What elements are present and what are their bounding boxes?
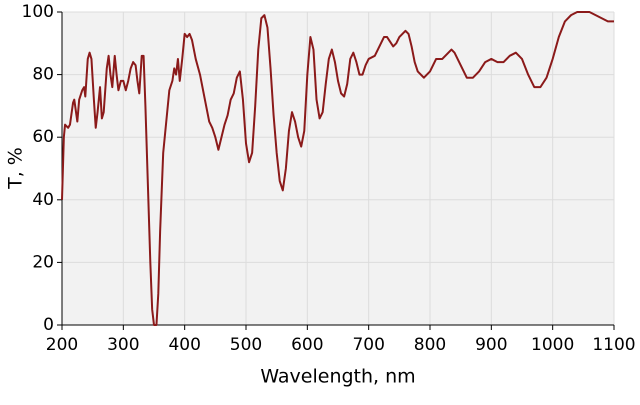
- x-axis-label: Wavelength, nm: [260, 366, 415, 388]
- y-tick-label: 20: [32, 252, 54, 272]
- y-tick-label: 100: [22, 2, 54, 22]
- x-tick-label: 600: [291, 335, 323, 355]
- x-tick-label: 1000: [531, 335, 574, 355]
- x-tick-label: 200: [46, 335, 78, 355]
- x-tick-label: 700: [352, 335, 384, 355]
- y-tick-label: 80: [32, 65, 54, 85]
- y-tick-label: 0: [43, 315, 54, 335]
- x-tick-label: 800: [414, 335, 446, 355]
- plot-area: [62, 12, 614, 325]
- y-tick-label: 60: [32, 127, 54, 147]
- x-tick-label: 400: [168, 335, 200, 355]
- line: [61, 11, 614, 326]
- x-tick-label: 1100: [592, 335, 635, 355]
- x-tick-label: 500: [230, 335, 262, 355]
- y-tick-label: 40: [32, 190, 54, 210]
- x-tick-label: 300: [107, 335, 139, 355]
- x-tick-label: 900: [475, 335, 507, 355]
- y-axis-label: T, %: [5, 147, 27, 190]
